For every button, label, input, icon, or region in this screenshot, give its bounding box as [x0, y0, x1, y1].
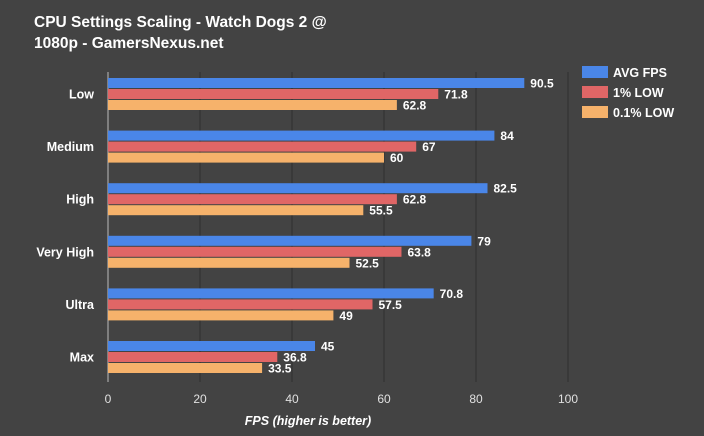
bar	[108, 194, 397, 205]
legend-label: AVG FPS	[613, 66, 667, 80]
x-axis-label: FPS (higher is better)	[245, 414, 371, 428]
data-label: 36.8	[283, 351, 307, 365]
bar	[108, 341, 315, 351]
data-label: 82.5	[494, 182, 518, 196]
legend-label: 0.1% LOW	[613, 106, 674, 120]
x-tick-label: 60	[377, 392, 391, 406]
data-label: 67	[422, 140, 436, 154]
legend-swatch	[582, 106, 608, 118]
data-label: 45	[321, 340, 335, 354]
data-label: 62.8	[403, 193, 427, 207]
data-label: 71.8	[444, 88, 468, 102]
chart-title: CPU Settings Scaling - Watch Dogs 2 @ 10…	[34, 14, 327, 52]
bar	[108, 352, 278, 362]
legend-swatch	[582, 86, 608, 98]
data-label: 33.5	[268, 362, 292, 376]
data-label: 52.5	[356, 256, 380, 270]
category-label: Low	[69, 88, 94, 102]
bar	[108, 246, 402, 257]
bar	[108, 141, 417, 152]
category-label: High	[66, 193, 94, 207]
legend-label: 1% LOW	[613, 86, 664, 100]
data-label: 79	[477, 234, 491, 248]
x-tick-label: 100	[558, 392, 578, 406]
bar	[108, 100, 397, 110]
legend-swatch	[582, 66, 608, 78]
bar	[108, 183, 488, 194]
bar	[108, 78, 525, 88]
bar	[108, 288, 434, 299]
category-label: Max	[70, 351, 94, 365]
x-tick-label: 0	[105, 392, 112, 406]
data-label: 84	[500, 129, 514, 143]
bar	[108, 363, 263, 373]
bar	[108, 299, 373, 310]
data-label: 60	[390, 151, 404, 165]
bar	[108, 152, 384, 163]
data-label: 63.8	[407, 245, 431, 259]
bar	[108, 89, 439, 99]
bar	[108, 205, 364, 216]
data-label: 62.8	[403, 99, 427, 113]
data-label: 49	[339, 309, 353, 323]
x-tick-label: 20	[193, 392, 207, 406]
x-tick-label: 40	[285, 392, 299, 406]
data-label: 55.5	[369, 204, 393, 218]
bar	[108, 130, 495, 141]
category-label: Ultra	[66, 298, 96, 312]
bar	[108, 257, 350, 268]
data-label: 70.8	[440, 287, 464, 301]
category-label: Medium	[47, 140, 94, 154]
bar	[108, 235, 472, 246]
x-tick-label: 80	[469, 392, 483, 406]
data-label: 57.5	[379, 298, 403, 312]
bar	[108, 310, 334, 321]
data-label: 90.5	[530, 77, 554, 91]
category-label: Very High	[36, 245, 94, 259]
